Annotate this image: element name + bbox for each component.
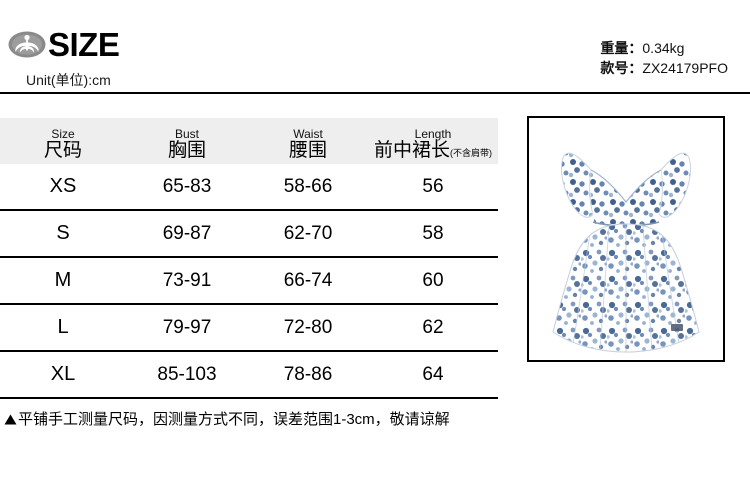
weight-value: 0.34kg bbox=[642, 40, 685, 56]
table-header-row: Size 尺码 Bust 胸围 Waist 腰围 Length 前中裙长(不含肩… bbox=[0, 118, 498, 164]
cell-waist: 58-66 bbox=[283, 175, 333, 197]
product-image-frame bbox=[527, 116, 725, 362]
table-row: XL 85-103 78-86 64 bbox=[0, 352, 498, 399]
cell-size: M bbox=[54, 269, 72, 291]
cell-bust: 73-91 bbox=[162, 269, 212, 291]
table-row: M 73-91 66-74 60 bbox=[0, 258, 498, 305]
style-number-value: ZX24179PFO bbox=[642, 60, 728, 76]
column-header-waist-en: Waist bbox=[293, 127, 323, 142]
column-header-length-cn-main: 前中裙长 bbox=[373, 140, 450, 162]
weight-label: 重量： bbox=[600, 40, 643, 56]
column-header-bust: Bust 胸围 bbox=[126, 128, 248, 164]
column-header-length-cn: 前中裙长(不含肩带) bbox=[368, 141, 498, 161]
column-header-size-cn: 尺码 bbox=[43, 140, 82, 162]
column-header-bust-cn: 胸围 bbox=[167, 140, 206, 162]
cell-waist: 62-70 bbox=[283, 222, 333, 244]
brand-emblem-icon bbox=[8, 31, 46, 58]
header-divider bbox=[0, 92, 750, 94]
column-header-waist-cn: 腰围 bbox=[288, 140, 327, 162]
weight-row: 重量：0.34kg bbox=[600, 38, 728, 58]
column-header-length-en: Length bbox=[414, 127, 452, 142]
column-header-length: Length 前中裙长(不含肩带) bbox=[368, 128, 498, 164]
cell-length: 58 bbox=[422, 222, 444, 244]
cell-waist: 66-74 bbox=[283, 269, 333, 291]
cell-size: S bbox=[56, 222, 70, 244]
cell-length: 64 bbox=[422, 363, 444, 385]
column-header-bust-en: Bust bbox=[174, 127, 199, 142]
cell-bust: 65-83 bbox=[162, 175, 212, 197]
unit-label: Unit(单位):cm bbox=[26, 72, 111, 88]
cell-bust: 69-87 bbox=[162, 222, 212, 244]
cell-bust: 85-103 bbox=[157, 363, 217, 385]
column-header-length-note: (不含肩带) bbox=[450, 148, 492, 159]
product-meta: 重量：0.34kg 款号：ZX24179PFO bbox=[600, 38, 728, 78]
size-table: Size 尺码 Bust 胸围 Waist 腰围 Length 前中裙长(不含肩… bbox=[0, 118, 498, 399]
measurement-disclaimer: 平铺手工测量尺码，因测量方式不同，误差范围1-3cm，敬请谅解 bbox=[4, 408, 450, 429]
table-row: S 69-87 62-70 58 bbox=[0, 211, 498, 258]
cell-size: L bbox=[57, 316, 69, 338]
cell-length: 62 bbox=[422, 316, 444, 338]
page-title: SIZE bbox=[48, 26, 120, 63]
brand-block: SIZE bbox=[8, 26, 120, 63]
cell-size: XS bbox=[49, 175, 77, 197]
product-dress-photo bbox=[529, 118, 723, 360]
cell-size: XL bbox=[50, 363, 76, 385]
header-area: SIZE Unit(单位):cm 重量：0.34kg 款号：ZX24179PFO bbox=[0, 0, 750, 94]
disclaimer-text: 平铺手工测量尺码，因测量方式不同，误差范围1-3cm，敬请谅解 bbox=[18, 411, 450, 428]
column-header-size-en: Size bbox=[51, 127, 75, 142]
column-header-waist: Waist 腰围 bbox=[248, 128, 368, 164]
cell-waist: 78-86 bbox=[283, 363, 333, 385]
style-number-label: 款号： bbox=[600, 60, 643, 76]
cell-length: 60 bbox=[422, 269, 444, 291]
cell-length: 56 bbox=[422, 175, 444, 197]
table-row: XS 65-83 58-66 56 bbox=[0, 164, 498, 211]
up-triangle-icon bbox=[4, 414, 17, 425]
cell-waist: 72-80 bbox=[283, 316, 333, 338]
style-number-row: 款号：ZX24179PFO bbox=[600, 58, 728, 78]
table-row: L 79-97 72-80 62 bbox=[0, 305, 498, 352]
column-header-size: Size 尺码 bbox=[0, 128, 126, 164]
cell-bust: 79-97 bbox=[162, 316, 212, 338]
